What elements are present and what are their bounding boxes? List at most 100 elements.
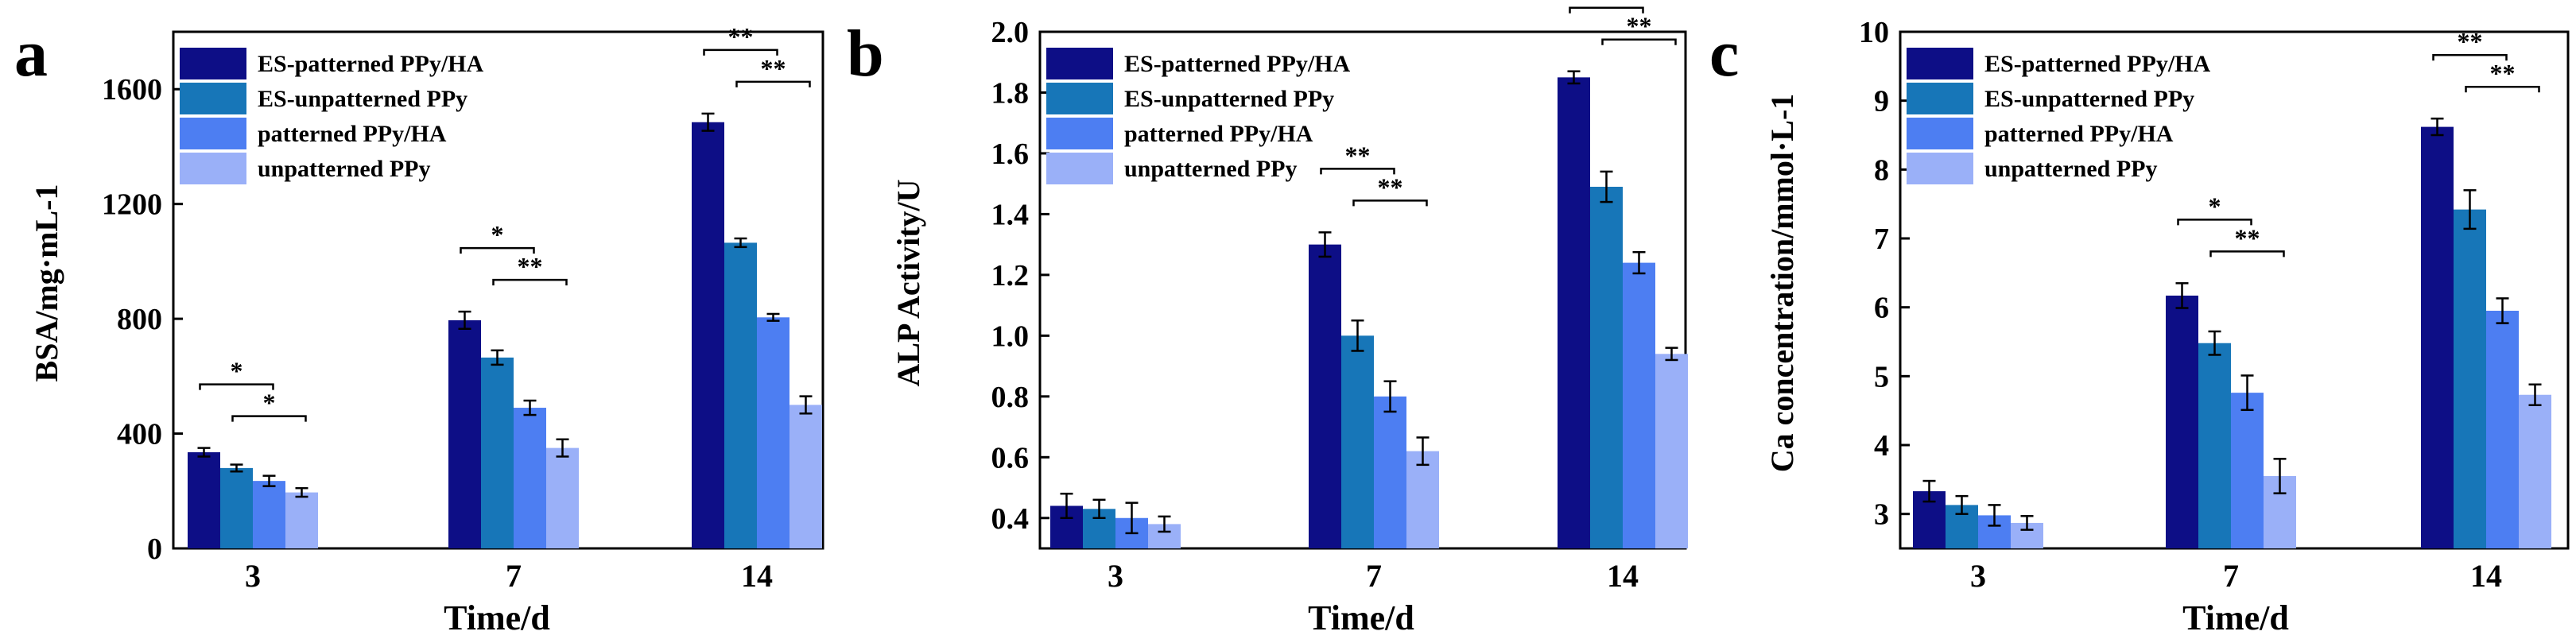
legend-swatch	[180, 118, 246, 149]
bar	[2421, 126, 2454, 549]
significance-label: *	[263, 389, 276, 417]
legend-swatch	[1907, 118, 1973, 149]
y-axis-label: BSA/mg·mL-1	[29, 184, 64, 382]
x-tick-label: 3	[1970, 558, 1986, 594]
bar	[1655, 354, 1688, 548]
significance-bracket	[2177, 219, 2252, 226]
bar	[2454, 209, 2486, 548]
panel-a: a BSA/mg·mL-1 Time/d 0 400 800 1200 1600 3 7 14…	[14, 17, 824, 637]
legend-swatch	[1907, 48, 1973, 79]
bar	[220, 467, 253, 548]
significance-label: **	[1345, 141, 1371, 169]
legend-label: patterned PPy/HA	[258, 121, 447, 147]
bar	[2231, 393, 2264, 548]
panel-b: b ALP Activity/U Time/d 0.4 0.6 0.8 1.0 1.2 1…	[847, 0, 1688, 637]
panel-c: c Ca concentration/mmol·L-1 Time/d 3 4 5 6 7…	[1709, 16, 2570, 637]
legend-swatch	[1907, 153, 1973, 184]
legend-swatch	[1046, 48, 1113, 79]
y-tick-label: 6	[1874, 292, 1889, 325]
bar	[1558, 77, 1590, 548]
y-tick-label: 2.0	[991, 16, 1030, 49]
y-tick-label: 1200	[102, 188, 162, 222]
legend-swatch	[1046, 153, 1113, 184]
legend-label: unpatterned PPy	[1124, 156, 1298, 182]
significance-bracket	[492, 278, 568, 286]
bar	[1406, 451, 1439, 548]
significance-label: **	[1627, 12, 1652, 41]
bar	[1374, 396, 1406, 548]
y-tick-label: 1.6	[991, 137, 1030, 171]
legend-label: unpatterned PPy	[258, 156, 431, 182]
significance-label: **	[2490, 59, 2516, 87]
y-tick-label: 1.4	[991, 198, 1030, 231]
significance-label: *	[2209, 192, 2221, 220]
x-tick-label: 3	[245, 558, 261, 594]
y-tick-label: 0.8	[991, 381, 1030, 414]
panel-label-c: c	[1709, 17, 1739, 91]
x-tick-label: 14	[1607, 558, 1639, 594]
panel-label-b: b	[847, 17, 884, 91]
bar	[481, 357, 514, 548]
legend-label: unpatterned PPy	[1984, 156, 2158, 182]
y-tick-label: 1.0	[991, 320, 1030, 353]
x-tick-label: 7	[2223, 558, 2239, 594]
bar	[1341, 335, 1374, 548]
bar	[2198, 343, 2231, 548]
y-axis-label: ALP Activity/U	[890, 179, 926, 386]
significance-bracket	[460, 246, 535, 254]
y-tick-label: 5	[1874, 360, 1889, 393]
y-axis-label: Ca concentration/mmol·L-1	[1764, 94, 1800, 473]
y-tick-label: 1600	[102, 73, 162, 106]
significance-label: **	[761, 54, 786, 83]
y-tick-label: 1.8	[991, 76, 1030, 110]
legend-label: ES-patterned PPy/HA	[258, 51, 483, 77]
x-axis-label: Time/d	[444, 598, 550, 637]
significance-label: *	[491, 220, 504, 249]
legend-label: ES-patterned PPy/HA	[1984, 51, 2210, 77]
significance-bracket	[231, 415, 307, 422]
significance-label: *	[231, 357, 243, 385]
bar	[724, 242, 757, 548]
significance-label: **	[518, 252, 543, 281]
legend-swatch	[180, 83, 246, 114]
y-tick-label: 800	[117, 303, 162, 336]
significance-bracket	[1352, 199, 1428, 207]
y-tick-label: 400	[117, 418, 162, 451]
legend-label: ES-unpatterned PPy	[258, 86, 467, 112]
significance-label: **	[2235, 223, 2260, 252]
x-tick-label: 7	[1366, 558, 1382, 594]
x-axis-label: Time/d	[1308, 598, 1414, 637]
x-tick-label: 14	[2470, 558, 2502, 594]
bar	[546, 447, 579, 548]
legend-label: ES-unpatterned PPy	[1124, 86, 1334, 112]
y-tick-label: 1.2	[991, 259, 1030, 292]
legend-swatch	[1907, 83, 1973, 114]
legend-label: ES-unpatterned PPy	[1984, 86, 2194, 112]
legend-label: patterned PPy/HA	[1984, 121, 2174, 147]
x-tick-label: 7	[506, 558, 522, 594]
significance-bracket	[735, 80, 811, 87]
bar	[2519, 394, 2551, 548]
significance-label: **	[2458, 27, 2483, 56]
legend-swatch	[1046, 83, 1113, 114]
significance-bracket	[1320, 168, 1395, 175]
bar	[448, 320, 481, 548]
x-axis-label: Time/d	[2182, 598, 2289, 637]
y-tick-label: 7	[1874, 223, 1889, 256]
significance-label: **	[1378, 172, 1403, 201]
bar	[514, 408, 546, 548]
bar	[1590, 187, 1623, 548]
legend-swatch	[180, 153, 246, 184]
significance-bracket	[1569, 6, 1644, 14]
x-tick-label: 14	[741, 558, 773, 594]
legend-swatch	[180, 48, 246, 79]
y-tick-label: 0.4	[991, 502, 1030, 536]
y-tick-label: 10	[1859, 16, 1889, 49]
legend-swatch	[1046, 118, 1113, 149]
bar	[692, 122, 724, 548]
significance-label: **	[1594, 0, 1620, 9]
legend-label: patterned PPy/HA	[1124, 121, 1313, 147]
bar	[2486, 311, 2519, 548]
bar	[757, 317, 789, 548]
